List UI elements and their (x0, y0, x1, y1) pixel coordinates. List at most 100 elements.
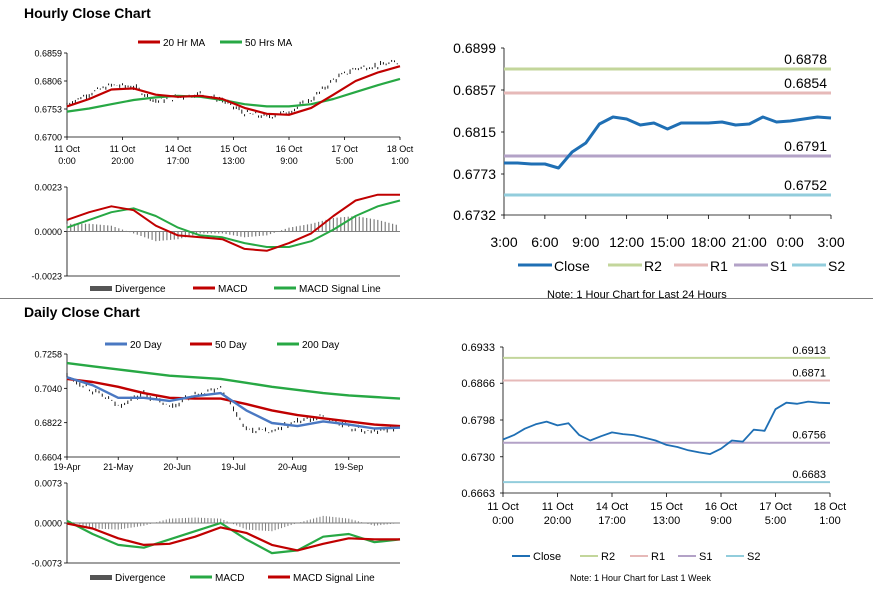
hourly24-close-line (504, 115, 832, 170)
weekly-x-tick-label: 17:00 (598, 515, 626, 527)
daily-price-y-tick-label: 0.7258 (34, 350, 62, 360)
hourly-price-x-tick-label: 11 Oct (54, 144, 80, 154)
section-divider (0, 298, 873, 299)
weekly-level-label: 0.6756 (792, 430, 826, 442)
daily-ma20-line (66, 376, 401, 430)
hourly-24h-note: Note: 1 Hour Chart for Last 24 Hours (547, 289, 727, 301)
legend-hourly24-s2-label: S2 (828, 258, 845, 274)
daily-price-y-tick-label: 0.7040 (34, 384, 62, 394)
hourly-price-x-tick-label: 20:00 (111, 156, 134, 166)
legend-weekly-close-label: Close (533, 551, 561, 563)
daily-price-y-tick-label: 0.6822 (34, 418, 62, 428)
daily-section-title: Daily Close Chart (24, 304, 140, 320)
hourly-price-x-tick-label: 1:00 (391, 156, 409, 166)
hourly24-y-tick-label: 0.6857 (453, 82, 496, 98)
weekly-x-tick-label: 14 Oct (596, 501, 628, 513)
daily-price-y-tick-label: 0.6604 (34, 453, 62, 463)
hourly-ma20-line (66, 65, 401, 116)
hourly-price-x-tick-label: 5:00 (336, 156, 354, 166)
legend-weekly-s1-label: S1 (699, 551, 712, 563)
daily-macd-y-tick-label: 0.0000 (34, 519, 62, 529)
legend-hourly-divergence-label: Divergence (115, 284, 166, 295)
legend-20-day-label: 20 Day (130, 340, 162, 351)
daily-price-x-tick-label: 20-Jun (163, 462, 191, 472)
legend-hourly-macd-label: MACD (218, 284, 247, 295)
legend-hourly24-r2-label: R2 (644, 258, 662, 274)
daily-price-x-tick-label: 21-May (103, 462, 134, 472)
hourly-price-y-tick-label: 0.6806 (34, 77, 62, 87)
hourly24-x-tick-label: 9:00 (572, 234, 599, 250)
weekly-x-tick-label: 16 Oct (705, 501, 737, 513)
hourly24-x-tick-label: 3:00 (490, 234, 517, 250)
hourly-macd-y-tick-label: -0.0023 (31, 272, 62, 282)
hourly24-x-tick-label: 6:00 (531, 234, 558, 250)
legend-weekly-r2-label: R2 (601, 551, 615, 563)
legend-200-day-label: 200 Day (302, 340, 339, 351)
legend-daily-macd-signal-label: MACD Signal Line (293, 573, 375, 584)
weekly-y-tick-label: 0.6933 (461, 342, 495, 354)
weekly-y-tick-label: 0.6663 (461, 488, 495, 500)
weekly-y-tick-label: 0.6730 (461, 452, 495, 464)
legend-daily-divergence-swatch (90, 575, 112, 580)
legend-20hr-ma-label: 20 Hr MA (163, 38, 206, 49)
weekly-x-tick-label: 11 Oct (542, 501, 574, 513)
weekly-x-tick-label: 13:00 (653, 515, 681, 527)
legend-daily-divergence-label: Divergence (115, 573, 166, 584)
weekly-y-tick-label: 0.6866 (461, 378, 495, 390)
daily-price-x-tick-label: 19-Sep (334, 462, 363, 472)
hourly-price-y-tick-label: 0.6753 (34, 105, 62, 115)
hourly-macd-y-tick-label: 0.0000 (34, 227, 62, 237)
hourly24-y-tick-label: 0.6899 (453, 40, 496, 56)
hourly24-x-tick-label: 21:00 (732, 234, 767, 250)
legend-hourly24-r1-label: R1 (710, 258, 728, 274)
hourly24-x-tick-label: 18:00 (691, 234, 726, 250)
hourly24-x-tick-label: 3:00 (817, 234, 844, 250)
hourly24-y-tick-label: 0.6815 (453, 124, 496, 140)
hourly-macd-signal-line (66, 199, 401, 248)
weekly-y-tick-label: 0.6798 (461, 415, 495, 427)
hourly24-y-tick-label: 0.6773 (453, 166, 496, 182)
daily-price-x-tick-label: 19-Jul (221, 462, 246, 472)
weekly-x-tick-label: 11 Oct (487, 501, 519, 513)
weekly-level-label: 0.6913 (792, 345, 826, 357)
weekly-x-tick-label: 5:00 (765, 515, 786, 527)
hourly-section-title: Hourly Close Chart (24, 5, 151, 21)
legend-hourly24-close-label: Close (554, 258, 590, 274)
hourly-price-x-tick-label: 18 Oct (387, 144, 414, 154)
daily-macd-y-tick-label: -0.0073 (31, 559, 62, 569)
weekly-x-tick-label: 1:00 (819, 515, 840, 527)
weekly-x-tick-label: 15 Oct (650, 501, 682, 513)
weekly-x-tick-label: 9:00 (710, 515, 731, 527)
hourly-price-x-tick-label: 14 Oct (165, 144, 192, 154)
legend-hourly24-s1-label: S1 (770, 258, 787, 274)
hourly24-x-tick-label: 0:00 (777, 234, 804, 250)
legend-weekly-r1-label: R1 (651, 551, 665, 563)
legend-weekly-s2-label: S2 (747, 551, 760, 563)
hourly-price-x-tick-label: 9:00 (280, 156, 298, 166)
hourly24-level-label: 0.6791 (784, 138, 827, 154)
hourly-macd-y-tick-label: 0.0023 (34, 183, 62, 193)
hourly-price-x-tick-label: 0:00 (58, 156, 76, 166)
daily-macd-signal-line (66, 522, 400, 552)
weekly-x-tick-label: 20:00 (544, 515, 572, 527)
weekly-note: Note: 1 Hour Chart for Last 1 Week (570, 573, 711, 583)
legend-50-day-label: 50 Day (215, 340, 247, 351)
weekly-level-label: 0.6683 (792, 469, 826, 481)
hourly-price-x-tick-label: 16 Oct (276, 144, 303, 154)
legend-daily-macd-label: MACD (215, 573, 244, 584)
legend-50hrs-ma-label: 50 Hrs MA (245, 38, 293, 49)
hourly24-x-tick-label: 12:00 (609, 234, 644, 250)
weekly-close-line (502, 400, 831, 456)
daily-price-x-tick-label: 19-Apr (53, 462, 80, 472)
hourly-price-x-tick-label: 17:00 (167, 156, 190, 166)
hourly24-y-tick-label: 0.6732 (453, 207, 496, 223)
weekly-level-label: 0.6871 (792, 368, 826, 380)
hourly24-level-label: 0.6752 (784, 177, 827, 193)
daily-macd-y-tick-label: 0.0073 (34, 479, 62, 489)
hourly24-level-label: 0.6878 (784, 51, 827, 67)
hourly-price-y-tick-label: 0.6859 (34, 49, 62, 59)
hourly-price-x-tick-label: 11 Oct (110, 144, 136, 154)
hourly24-x-tick-label: 15:00 (650, 234, 685, 250)
daily-ma200-line (66, 361, 401, 400)
